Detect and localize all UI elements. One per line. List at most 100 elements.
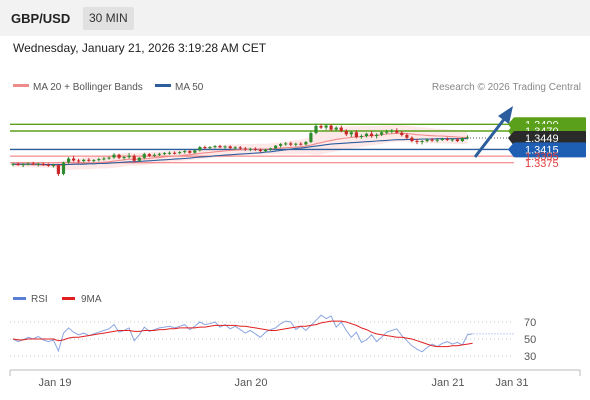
candle-body bbox=[142, 154, 146, 158]
candle-body bbox=[289, 143, 293, 145]
candle-body bbox=[77, 160, 81, 162]
candle-body bbox=[203, 147, 207, 149]
candle-body bbox=[173, 152, 177, 154]
candle-body bbox=[349, 132, 353, 135]
candle-body bbox=[380, 132, 384, 135]
rsi-ma-legend-swatch bbox=[62, 297, 75, 300]
price-level-badge-arrow bbox=[508, 131, 514, 146]
price-level-label: 1.3415 bbox=[525, 144, 559, 156]
rsi-line bbox=[12, 314, 473, 353]
candle-body bbox=[137, 157, 141, 161]
candle-body bbox=[445, 139, 449, 140]
candle-body bbox=[107, 157, 111, 159]
ma50-legend-label: MA 50 bbox=[175, 82, 204, 93]
candle-body bbox=[218, 146, 222, 148]
candle-body bbox=[233, 147, 237, 149]
candle-body bbox=[268, 148, 273, 150]
candle-body bbox=[375, 134, 379, 136]
rsi-tick-label: 70 bbox=[524, 317, 536, 329]
candle-body bbox=[61, 162, 66, 174]
candle-body bbox=[334, 127, 338, 130]
candle-body bbox=[359, 136, 363, 137]
candle-body bbox=[223, 146, 227, 148]
rsi-panel bbox=[12, 314, 514, 353]
candle-body bbox=[415, 141, 419, 142]
timeframe-badge[interactable]: 30 MIN bbox=[83, 7, 134, 30]
candle-body bbox=[51, 165, 55, 167]
candle-body bbox=[87, 159, 91, 161]
candle-body bbox=[243, 148, 247, 150]
chart-header: GBP/USD 30 MIN bbox=[0, 0, 590, 36]
candle-body bbox=[344, 131, 348, 135]
candle-body bbox=[364, 133, 369, 136]
candle-body bbox=[36, 163, 40, 165]
candle-body bbox=[248, 148, 252, 150]
candle-body bbox=[82, 159, 86, 162]
candle-body bbox=[258, 149, 262, 152]
price-level-badge bbox=[514, 142, 586, 158]
candle-body bbox=[208, 147, 212, 149]
symbol-label: GBP/USD bbox=[11, 11, 71, 26]
candle-body bbox=[329, 125, 333, 130]
rsi-ma-legend-label: 9MA bbox=[81, 294, 102, 305]
candle-body bbox=[41, 163, 45, 165]
candle-body bbox=[31, 163, 35, 165]
price-level-label: 1.3395 bbox=[525, 151, 559, 163]
rsi-ma-line bbox=[12, 320, 473, 348]
candle-body bbox=[390, 130, 394, 132]
candle-body bbox=[455, 139, 459, 142]
candle-body bbox=[369, 133, 374, 136]
candle-body bbox=[430, 139, 434, 141]
price-level-badge-arrow bbox=[508, 142, 514, 158]
candle-body bbox=[56, 165, 60, 174]
candle-body bbox=[465, 137, 470, 139]
candle-body bbox=[450, 139, 454, 141]
candle-body bbox=[294, 143, 298, 145]
candle-body bbox=[117, 154, 121, 158]
candle-body bbox=[395, 130, 399, 133]
ma50-legend-swatch bbox=[155, 84, 171, 87]
candle-body bbox=[167, 152, 172, 154]
candle-body bbox=[253, 148, 257, 150]
candle-body bbox=[385, 131, 389, 133]
candle-body bbox=[440, 139, 444, 140]
candle-body bbox=[213, 146, 217, 148]
candle-body bbox=[420, 141, 424, 142]
candle-body bbox=[460, 138, 464, 141]
rsi-tick-label: 50 bbox=[524, 334, 536, 346]
candle-body bbox=[183, 151, 187, 153]
timestamp: Wednesday, January 21, 2026 3:19:28 AM C… bbox=[13, 41, 267, 55]
candle-body bbox=[178, 152, 182, 154]
candle-body bbox=[112, 154, 116, 158]
candle-body bbox=[21, 164, 25, 166]
candle-body bbox=[304, 142, 308, 145]
price-level-label: 1.3375 bbox=[525, 158, 559, 170]
candle-body bbox=[16, 163, 20, 166]
candle-body bbox=[284, 143, 288, 145]
candle-body bbox=[97, 159, 101, 161]
x-tick-label: Jan 19 bbox=[38, 377, 71, 389]
ma20-legend-swatch bbox=[13, 84, 29, 87]
price-level-label: 1.3449 bbox=[525, 133, 559, 145]
candle-body bbox=[72, 158, 76, 161]
candle-body bbox=[152, 154, 156, 156]
x-tick-label: Jan 31 bbox=[495, 377, 528, 389]
candle-body bbox=[279, 144, 283, 146]
candle-body bbox=[188, 151, 192, 153]
candle-body bbox=[102, 158, 106, 160]
candle-body bbox=[324, 125, 328, 128]
candle-body bbox=[147, 154, 151, 156]
rsi-legend-swatch bbox=[13, 297, 26, 300]
candle-body bbox=[238, 147, 242, 149]
candle-body bbox=[339, 127, 343, 131]
candle-body bbox=[400, 132, 404, 135]
candle-body bbox=[309, 133, 313, 142]
ma50-line bbox=[13, 137, 468, 166]
candle-body bbox=[92, 160, 96, 162]
candle-body bbox=[319, 126, 323, 128]
candle-body bbox=[425, 139, 429, 141]
candle-body bbox=[405, 135, 409, 138]
candlesticks bbox=[11, 123, 470, 176]
candle-body bbox=[46, 164, 50, 166]
